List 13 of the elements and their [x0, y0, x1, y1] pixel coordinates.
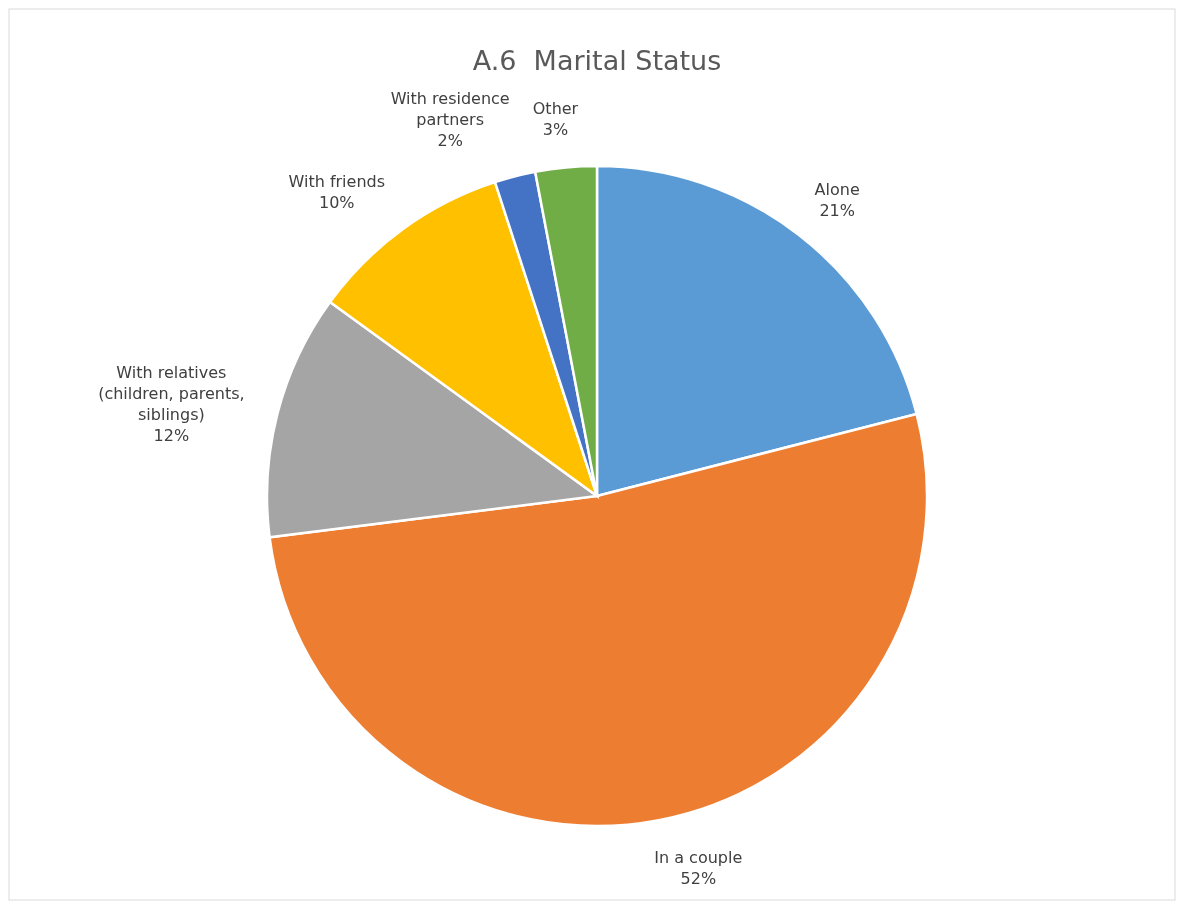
data-label: 21%: [819, 200, 855, 220]
slice-label: With residence partners: [390, 88, 510, 129]
data-label: 12%: [153, 426, 190, 446]
data-label: 52%: [680, 868, 717, 888]
slice-label: Other: [532, 98, 579, 118]
slice-label: With friends: [288, 172, 386, 192]
data-label: 3%: [542, 119, 569, 139]
slice-label: In a couple: [654, 847, 743, 867]
slice-label: Alone: [814, 179, 860, 199]
chart-title: A.6 Marital Status: [472, 45, 722, 76]
data-label: 2%: [437, 130, 463, 150]
slice-label: With relatives (children, parents, siblings): [98, 363, 245, 425]
data-label: 10%: [318, 193, 355, 213]
